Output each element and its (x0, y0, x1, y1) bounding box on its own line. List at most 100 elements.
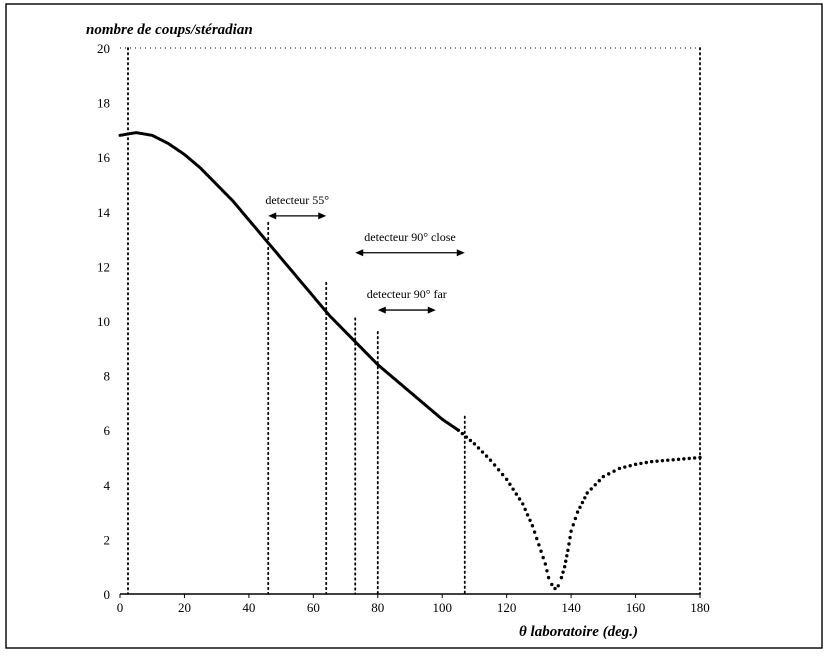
detector-annotations: detecteur 55° detecteur 90° close detecteu… (265, 193, 465, 314)
x-axis-label: θ laboratoire (deg.) (519, 624, 638, 640)
data-point (500, 472, 505, 477)
annotation-arrow-left (355, 249, 364, 257)
y-tick-label: 6 (104, 423, 111, 438)
data-point (539, 549, 543, 553)
data-point (468, 438, 473, 443)
data-point (564, 559, 568, 563)
data-point (517, 497, 522, 501)
x-tick-label: 120 (497, 600, 517, 615)
annotation-arrow-left (268, 212, 277, 220)
annotation-label: detecteur 90° close (364, 230, 455, 244)
x-tick-label: 0 (117, 600, 124, 615)
y-tick-label: 16 (97, 150, 111, 165)
x-tick-label: 40 (242, 600, 255, 615)
x-tick-label: 100 (432, 600, 452, 615)
data-point (639, 461, 643, 466)
annotation-arrow-right (318, 212, 327, 220)
y-tick-label: 0 (104, 587, 111, 602)
data-point (562, 565, 567, 569)
detector-lines (127, 47, 701, 595)
data-point (525, 513, 530, 517)
data-point (460, 431, 465, 436)
data-point (523, 507, 527, 512)
data-point (541, 555, 545, 560)
data-point (698, 455, 702, 460)
data-point (484, 454, 489, 458)
data-point (476, 446, 481, 450)
data-point (568, 535, 572, 540)
data-point (537, 543, 541, 547)
data-point (514, 492, 519, 496)
data-point (521, 502, 525, 506)
x-tick-label: 160 (626, 600, 646, 615)
y-tick-label: 20 (97, 41, 110, 56)
data-point (545, 569, 549, 573)
data-point (607, 472, 611, 476)
y-axis-label: nombre de coups/stéradian (86, 22, 253, 38)
data-point (682, 457, 686, 461)
data-point (573, 516, 578, 521)
data-point (676, 457, 681, 462)
x-tick-label: 180 (690, 600, 710, 615)
data-point (530, 524, 535, 528)
data-point (550, 582, 554, 587)
data-point (644, 460, 648, 465)
data-point (623, 465, 627, 469)
data-point (671, 458, 675, 462)
x-tick-label: 60 (307, 600, 320, 615)
annotation-arrow-right (456, 249, 465, 257)
data-point (566, 548, 570, 553)
y-tick-label: 18 (97, 96, 110, 111)
data-point (535, 536, 539, 541)
data-point (666, 458, 670, 462)
axes (120, 47, 700, 595)
data-point (583, 496, 587, 500)
data-point (496, 468, 501, 472)
data-point (565, 554, 569, 558)
data-point (597, 479, 602, 483)
axis-ticks: 0 20 40 60 80 100 120 140 160 180 0 2 4 6 8 10 12 14 16 18 2… (97, 41, 710, 615)
annotation-arrow-left (377, 306, 386, 314)
data-point (480, 450, 485, 454)
data-point (532, 530, 537, 534)
data-point (612, 469, 616, 473)
data-point (546, 575, 551, 580)
x-tick-label: 80 (371, 600, 384, 615)
y-tick-label: 2 (104, 532, 111, 547)
x-tick-label: 20 (178, 600, 191, 615)
data-points (118, 131, 702, 591)
data-point (578, 505, 582, 510)
data-point (543, 562, 548, 566)
data-point (687, 456, 691, 461)
data-point (464, 435, 469, 439)
data-point (628, 463, 632, 468)
data-point (660, 458, 665, 463)
data-point (575, 510, 580, 514)
data-point (692, 456, 697, 460)
data-point (593, 483, 597, 487)
data-point (569, 529, 573, 533)
data-point (511, 487, 515, 491)
data-point (655, 459, 659, 463)
data-point (649, 459, 654, 464)
data-point (559, 575, 564, 580)
annotation-label: detecteur 90° far (367, 287, 447, 301)
y-tick-label: 14 (97, 205, 111, 220)
data-point (504, 477, 509, 482)
data-point (553, 586, 557, 591)
data-point (561, 570, 565, 574)
data-point (567, 542, 571, 546)
data-point (571, 523, 575, 527)
y-tick-label: 10 (97, 314, 110, 329)
y-tick-label: 8 (104, 369, 111, 384)
data-point (633, 462, 638, 467)
y-tick-label: 4 (104, 478, 111, 493)
data-point (556, 584, 560, 588)
annotation-arrow-right (427, 306, 436, 314)
annotation-label: detecteur 55° (265, 193, 329, 207)
data-point (589, 487, 593, 491)
data-point (456, 428, 461, 432)
data-point (601, 474, 606, 479)
data-point (492, 463, 497, 467)
